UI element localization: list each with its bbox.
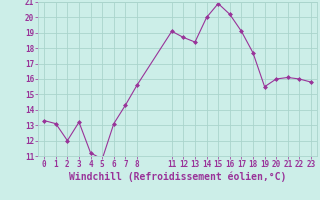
X-axis label: Windchill (Refroidissement éolien,°C): Windchill (Refroidissement éolien,°C) [69,172,286,182]
